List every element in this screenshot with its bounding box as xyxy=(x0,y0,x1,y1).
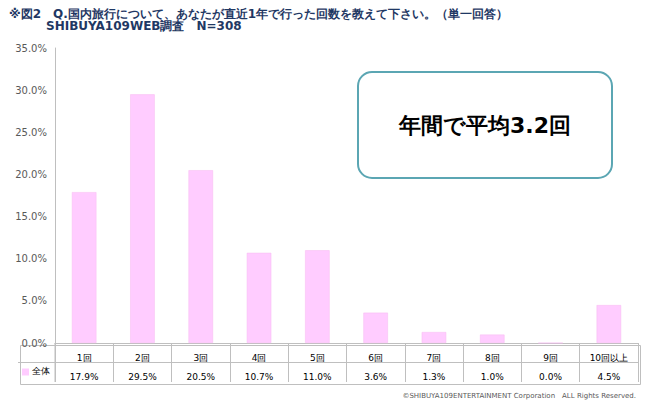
svg-text:1.0%: 1.0% xyxy=(481,372,504,382)
svg-text:0.0%: 0.0% xyxy=(539,372,562,382)
svg-text:2回: 2回 xyxy=(135,353,150,363)
svg-text:30.0%: 30.0% xyxy=(15,85,47,96)
svg-text:9回: 9回 xyxy=(543,353,558,363)
svg-text:17.9%: 17.9% xyxy=(70,372,99,382)
svg-text:※図2 Q.国内旅行について、あなたが直近1年で行った回数を: ※図2 Q.国内旅行について、あなたが直近1年で行った回数を教えて下さい。（単一… xyxy=(9,7,508,21)
svg-text:35.0%: 35.0% xyxy=(15,43,47,54)
svg-text:3回: 3回 xyxy=(193,353,208,363)
svg-text:10.7%: 10.7% xyxy=(245,372,274,382)
svg-text:10.0%: 10.0% xyxy=(15,253,47,264)
svg-text:1.3%: 1.3% xyxy=(423,372,446,382)
svg-text:8回: 8回 xyxy=(485,353,500,363)
svg-text:7回: 7回 xyxy=(427,353,442,363)
svg-text:3.6%: 3.6% xyxy=(364,372,387,382)
svg-text:25.0%: 25.0% xyxy=(15,127,47,138)
svg-text:11.0%: 11.0% xyxy=(303,372,332,382)
svg-text:20.0%: 20.0% xyxy=(15,169,47,180)
svg-text:15.0%: 15.0% xyxy=(15,211,47,222)
svg-text:SHIBUYA109WEB調査 N=308: SHIBUYA109WEB調査 N=308 xyxy=(46,19,242,33)
svg-text:全体: 全体 xyxy=(32,366,50,376)
svg-text:©SHIBUYA109ENTERTAINMENT Corpo: ©SHIBUYA109ENTERTAINMENT Corporation ALL… xyxy=(402,392,636,400)
svg-text:4回: 4回 xyxy=(252,353,267,363)
svg-text:10回以上: 10回以上 xyxy=(590,353,628,363)
svg-text:5回: 5回 xyxy=(310,353,325,363)
svg-text:年間で平均3.2回: 年間で平均3.2回 xyxy=(398,113,571,138)
svg-text:29.5%: 29.5% xyxy=(128,372,157,382)
svg-text:6回: 6回 xyxy=(368,353,383,363)
svg-text:1回: 1回 xyxy=(77,353,92,363)
svg-text:20.5%: 20.5% xyxy=(186,372,215,382)
svg-text:0.0%: 0.0% xyxy=(22,338,47,349)
svg-text:5.0%: 5.0% xyxy=(22,295,47,306)
svg-text:4.5%: 4.5% xyxy=(597,372,620,382)
